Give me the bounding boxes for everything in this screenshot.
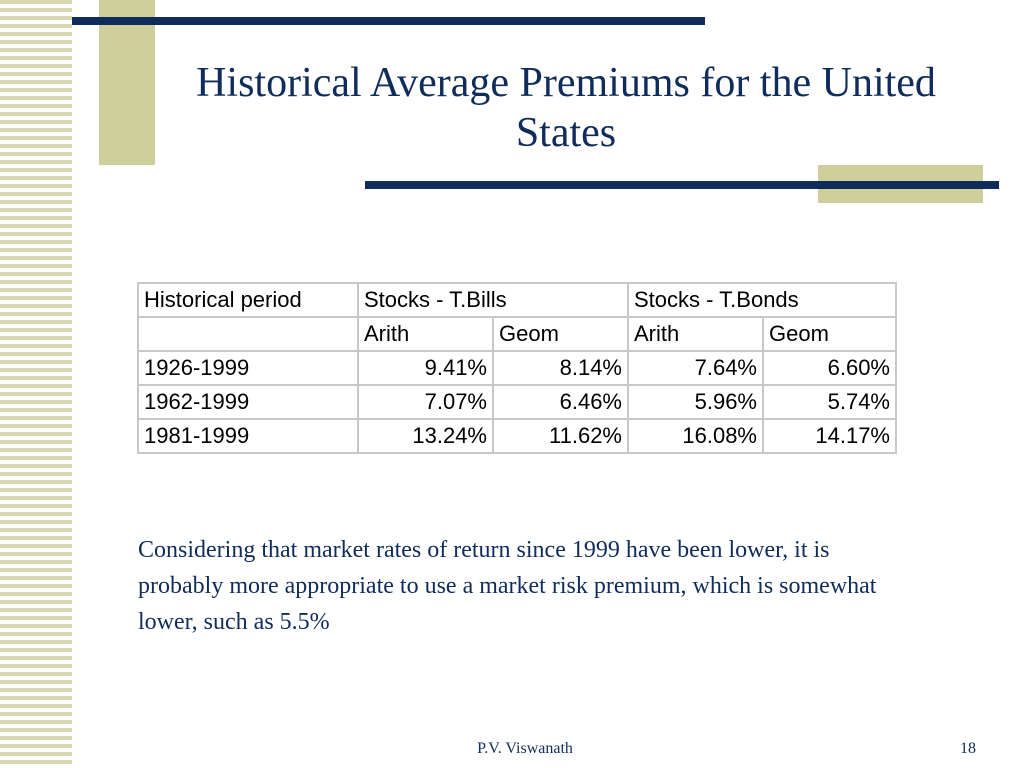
table-header-row: Historical period Stocks - T.Bills Stock… (137, 282, 897, 318)
cell-tbills-arith: 7.07% (357, 384, 494, 420)
slide-title: Historical Average Premiums for the Unit… (196, 60, 936, 156)
slide-body-text: Considering that market rates of return … (138, 537, 877, 635)
row-period: 1981-1999 (137, 418, 359, 454)
left-stripe-band (0, 0, 72, 768)
row-period: 1926-1999 (137, 350, 359, 386)
decorative-line-bottom (365, 181, 999, 189)
subheader-tbills-arith: Arith (357, 316, 494, 352)
cell-tbonds-geom: 6.60% (762, 350, 897, 386)
subheader-tbonds-geom: Geom (762, 316, 897, 352)
header-stocks-tbonds: Stocks - T.Bonds (627, 282, 897, 318)
table-row: 1962-1999 7.07% 6.46% 5.96% 5.74% (137, 384, 897, 420)
cell-tbills-geom: 6.46% (492, 384, 629, 420)
subheader-empty (137, 316, 359, 352)
cell-tbills-arith: 9.41% (357, 350, 494, 386)
table-subheader-row: Arith Geom Arith Geom (137, 316, 897, 352)
table-row: 1926-1999 9.41% 8.14% 7.64% 6.60% (137, 350, 897, 386)
row-period: 1962-1999 (137, 384, 359, 420)
footer-author: P.V. Viswanath (477, 740, 573, 757)
table-row: 1981-1999 13.24% 11.62% 16.08% 14.17% (137, 418, 897, 454)
cell-tbills-geom: 8.14% (492, 350, 629, 386)
header-historical-period: Historical period (137, 282, 359, 318)
cell-tbonds-arith: 7.64% (627, 350, 764, 386)
cell-tbonds-geom: 5.74% (762, 384, 897, 420)
cell-tbills-arith: 13.24% (357, 418, 494, 454)
cell-tbonds-geom: 14.17% (762, 418, 897, 454)
subheader-tbonds-arith: Arith (627, 316, 764, 352)
cell-tbills-geom: 11.62% (492, 418, 629, 454)
header-stocks-tbills: Stocks - T.Bills (357, 282, 629, 318)
decorative-block-top (99, 0, 155, 165)
cell-tbonds-arith: 16.08% (627, 418, 764, 454)
decorative-line-top (72, 17, 705, 25)
premiums-table: Historical period Stocks - T.Bills Stock… (137, 282, 897, 454)
cell-tbonds-arith: 5.96% (627, 384, 764, 420)
page-number: 18 (960, 740, 976, 757)
subheader-tbills-geom: Geom (492, 316, 629, 352)
